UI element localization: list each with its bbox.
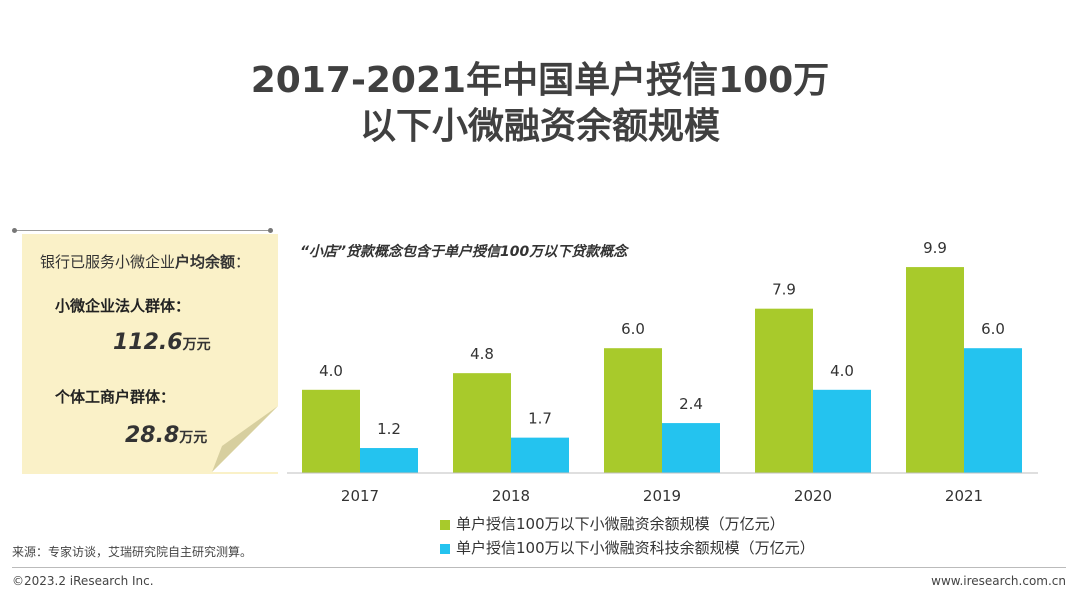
x-tick-label-2017: 2017 (341, 487, 379, 505)
bar-2019-series2 (662, 423, 720, 473)
chart-note: “小店”贷款概念包含于单户授信100万以下贷款概念 (300, 244, 628, 260)
bar-2020-series2 (813, 389, 871, 473)
x-tick-label-2021: 2021 (945, 487, 983, 505)
group1-value: 112.6万元 (113, 330, 211, 355)
bar-2017-series2 (360, 448, 418, 473)
bar-2017-series1 (302, 389, 360, 473)
legend-label-1: 单户授信100万以下小微融资余额规模（万亿元） (456, 515, 785, 533)
data-label-2018-series1: 4.8 (470, 345, 494, 363)
legend-item-1: 单户授信100万以下小微融资余额规模（万亿元） (440, 513, 785, 534)
footer-website: www.iresearch.com.cn (931, 574, 1066, 588)
bar-2021-series1 (906, 267, 964, 473)
bar-2019-series1 (604, 348, 662, 473)
data-label-2020-series2: 4.0 (830, 362, 854, 380)
note-divider-dot-right (268, 228, 273, 233)
page-title-line2: 以下小微融资余额规模 (359, 106, 720, 147)
data-label-2019-series1: 6.0 (621, 320, 645, 338)
x-tick-label-2018: 2018 (492, 487, 530, 505)
bar-2021-series2 (964, 348, 1022, 473)
data-label-2021-series2: 6.0 (981, 320, 1005, 338)
legend-swatch-blue (440, 543, 450, 554)
group2-label: 个体工商户群体： (55, 388, 176, 406)
bar-chart: 4.0 1.2 2017 4.8 1.7 2018 6.0 2.4 2019 7.9 4.0 2020… (287, 239, 1038, 505)
data-label-2018-series2: 1.7 (528, 410, 552, 428)
note-divider (14, 230, 270, 231)
legend-swatch-green (440, 519, 450, 530)
data-label-2021-series1: 9.9 (923, 239, 947, 257)
note-divider-dot-left (12, 228, 17, 233)
note-card-heading: 银行已服务小微企业户均余额： (40, 253, 251, 271)
legend-item-2: 单户授信100万以下小微融资科技余额规模（万亿元） (440, 537, 815, 558)
source-note: 来源：专家访谈，艾瑞研究院自主研究测算。 (12, 545, 253, 559)
x-tick-label-2020: 2020 (794, 487, 832, 505)
data-label-2019-series2: 2.4 (679, 395, 703, 413)
bar-2018-series1 (453, 373, 511, 473)
bar-2018-series2 (511, 437, 569, 473)
group1-label: 小微企业法人群体： (55, 297, 191, 315)
data-label-2020-series1: 7.9 (772, 281, 796, 299)
footer-divider (12, 567, 1066, 568)
page-title-line1: 2017-2021年中国单户授信100万 (250, 60, 830, 101)
data-label-2017-series2: 1.2 (377, 420, 401, 438)
footer-copyright: ©2023.2 iResearch Inc. (12, 574, 154, 588)
data-label-2017-series1: 4.0 (319, 362, 343, 380)
x-tick-label-2019: 2019 (643, 487, 681, 505)
bar-2020-series1 (755, 308, 813, 473)
note-card-fold (212, 406, 278, 472)
legend-label-2: 单户授信100万以下小微融资科技余额规模（万亿元） (456, 539, 815, 557)
group2-value: 28.8万元 (125, 423, 208, 448)
note-card (22, 234, 278, 474)
